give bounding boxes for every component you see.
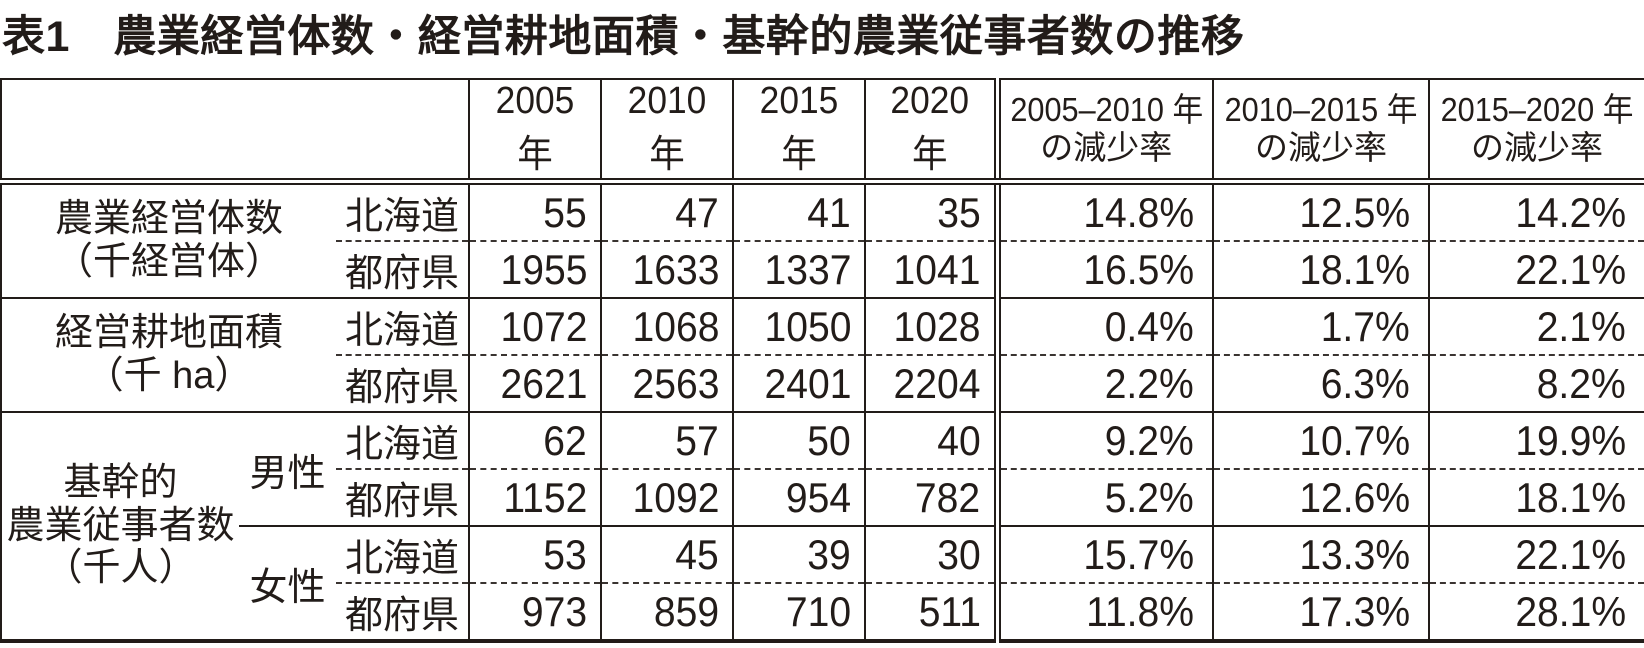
gender-label: 男性 [239,412,336,527]
region-label: 都府県 [336,583,471,641]
table-row: 女性 北海道 53 45 39 30 15.7% 13.3% 22.1% [1,526,1644,609]
value-cell: 1633 [600,241,734,299]
value-cell: 62 [468,412,602,470]
value-cell: 1092 [600,469,734,527]
rate-cell: 5.2% [993,469,1214,527]
region-label: 北海道 [336,412,471,470]
value-cell: 1955 [468,241,602,299]
value-cell: 41 [732,181,866,242]
value-cell: 35 [864,181,998,242]
value-cell: 2401 [732,355,866,413]
year-header: 2020 年 [864,79,998,185]
value-cell: 39 [732,526,866,584]
table-row: 都府県 1955 1633 1337 1041 16.5% 18.1% 22.1… [1,241,1644,299]
value-cell: 1337 [732,241,866,299]
value-cell: 954 [732,469,866,527]
table-header: 2005 年 2010 年 2015 年 2020 年 2005–2010 年 … [1,79,1644,185]
value-cell: 57 [600,412,734,470]
value-cell: 47 [600,181,734,242]
value-cell: 511 [864,583,998,641]
year-header: 2015 年 [732,79,866,185]
region-label: 都府県 [336,355,471,413]
rate-cell: 6.3% [1212,355,1430,413]
value-cell: 973 [468,583,602,641]
table-row: 都府県 1152 1092 954 782 5.2% 12.6% 18.1% [1,469,1644,527]
rate-cell: 0.4% [993,298,1214,356]
group-label: 農業経営体数 （千経営体） [1,181,336,299]
value-cell: 1152 [468,469,602,527]
rate-cell: 18.1% [1428,469,1644,527]
value-cell: 40 [864,412,998,470]
rate-cell: 13.3% [1212,526,1430,584]
table-row: 都府県 2621 2563 2401 2204 2.2% 6.3% 8.2% [1,355,1644,413]
rate-cell: 2.1% [1428,298,1644,356]
rate-header: 2010–2015 年 の減少率 [1212,79,1430,185]
region-label: 北海道 [336,298,471,356]
value-cell: 1072 [468,298,602,356]
rate-cell: 1.7% [1212,298,1430,356]
value-cell: 50 [732,412,866,470]
region-label: 北海道 [336,526,471,584]
rate-cell: 28.1% [1428,583,1644,641]
value-cell: 1041 [864,241,998,299]
year-header: 2005 年 [468,79,602,185]
rate-cell: 10.7% [1212,412,1430,470]
value-cell: 55 [468,181,602,242]
region-label: 都府県 [336,469,471,527]
rate-cell: 11.8% [993,583,1214,641]
rate-cell: 12.6% [1212,469,1430,527]
region-label: 都府県 [336,241,471,299]
rate-cell: 2.2% [993,355,1214,413]
rate-cell: 16.5% [993,241,1214,299]
group-label: 経営耕地面積 （千 ha） [1,298,336,413]
value-cell: 45 [600,526,734,584]
value-cell: 2204 [864,355,998,413]
rate-cell: 17.3% [1212,583,1430,641]
value-cell: 1068 [600,298,734,356]
table-title: 表1 農業経営体数・経営耕地面積・基幹的農業従事者数の推移 [2,13,1245,61]
rate-cell: 14.8% [993,181,1214,242]
value-cell: 1050 [732,298,866,356]
rate-cell: 14.2% [1428,181,1644,242]
rate-header: 2005–2010 年 の減少率 [993,79,1214,185]
value-cell: 1028 [864,298,998,356]
region-label: 北海道 [336,181,471,242]
value-cell: 30 [864,526,998,584]
table-body: 農業経営体数 （千経営体） 北海道 55 47 41 35 14.8% 12.5… [1,181,1644,642]
data-table: 2005 年 2010 年 2015 年 2020 年 2005–2010 年 … [0,78,1644,643]
rate-header: 2015–2020 年 の減少率 [1428,79,1644,185]
value-cell: 53 [468,526,602,584]
gender-label: 女性 [249,566,326,609]
table-row: 都府県 973 859 710 511 11.8% 17.3% 28.1% [1,583,1644,641]
value-cell: 710 [732,583,866,641]
value-cell: 782 [864,469,998,527]
rate-cell: 15.7% [993,526,1214,584]
rate-cell: 19.9% [1428,412,1644,470]
rate-cell: 12.5% [1212,181,1430,242]
rate-cell: 8.2% [1428,355,1644,413]
value-cell: 2563 [600,355,734,413]
corner-cell [1,79,470,185]
rate-cell: 22.1% [1428,241,1644,299]
value-cell: 859 [600,583,734,641]
rate-cell: 9.2% [993,412,1214,470]
rate-cell: 18.1% [1212,241,1430,299]
table-row: 基幹的 農業従事者数 （千人） 男性 北海道 62 57 50 40 9.2% … [1,412,1644,642]
group-label: 基幹的 農業従事者数 （千人） [1,412,239,642]
value-cell: 2621 [468,355,602,413]
year-header: 2010 年 [600,79,734,185]
table-row: 経営耕地面積 （千 ha） 北海道 1072 1068 1050 1028 0.… [1,298,1644,413]
header-row: 2005 年 2010 年 2015 年 2020 年 2005–2010 年 … [1,79,1644,185]
table-row: 農業経営体数 （千経営体） 北海道 55 47 41 35 14.8% 12.5… [1,181,1644,299]
rate-cell: 22.1% [1428,526,1644,584]
